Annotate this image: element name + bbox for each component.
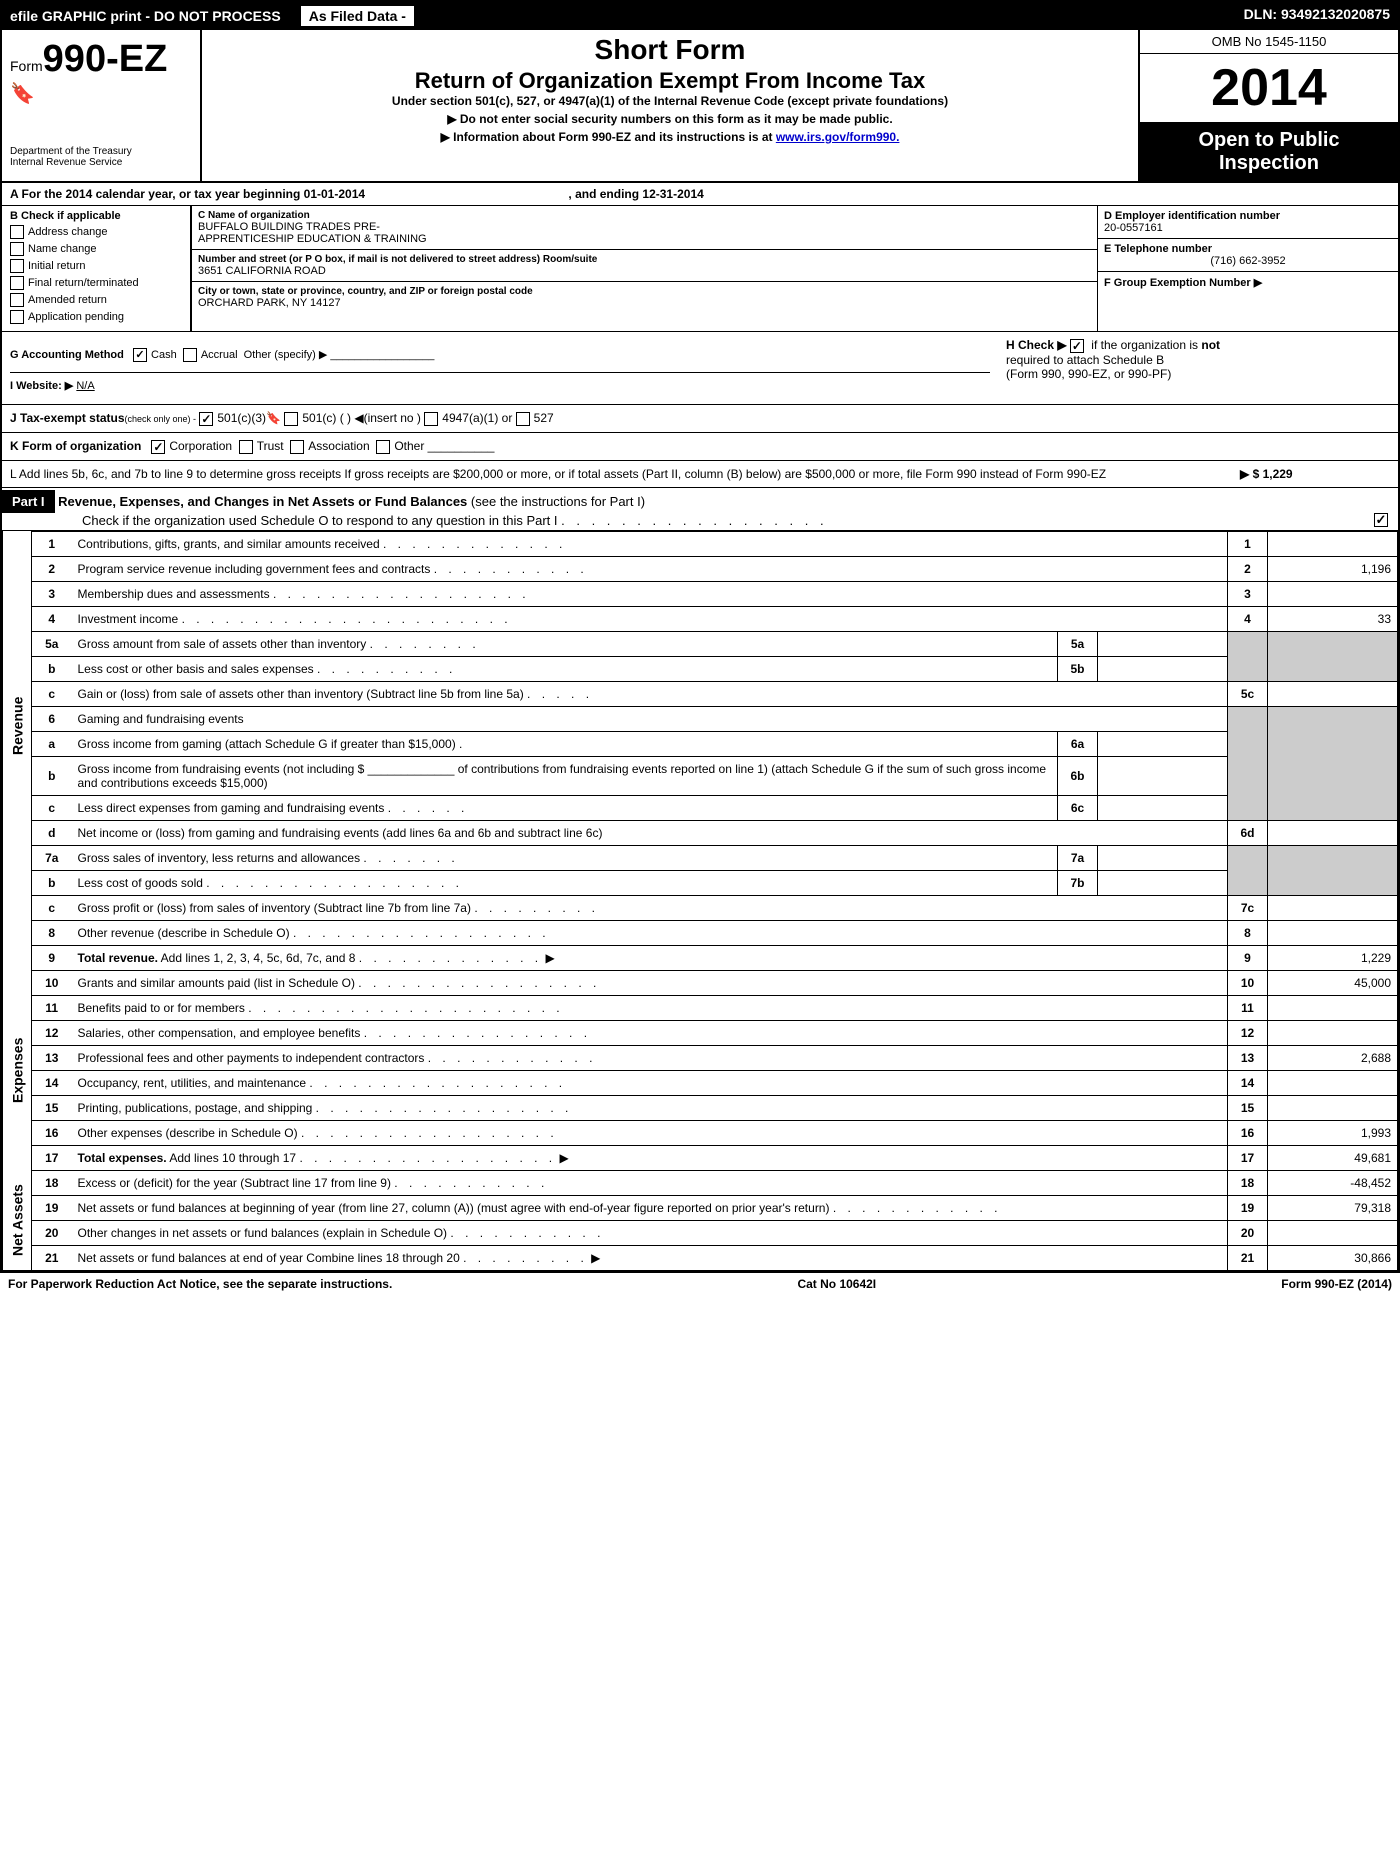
dln-number: DLN: 93492132020875 <box>1244 6 1390 26</box>
line-5c-value <box>1268 681 1398 706</box>
section-k: K Form of organization Corporation Trust… <box>2 433 1398 461</box>
header-section: Form990-EZ 🔖 Department of the Treasury … <box>2 30 1398 183</box>
tax-year: 2014 <box>1140 53 1398 123</box>
org-name-1: BUFFALO BUILDING TRADES PRE- <box>198 221 1091 233</box>
phone: (716) 662-3952 <box>1104 255 1392 267</box>
part1-header: Part I Revenue, Expenses, and Changes in… <box>2 488 1398 531</box>
checkbox-name-change[interactable] <box>10 242 24 256</box>
irs-label: Internal Revenue Service <box>10 157 192 168</box>
checkbox-assoc[interactable] <box>290 440 304 454</box>
checkbox-schedule-b[interactable] <box>1070 339 1084 353</box>
short-form-title: Short Form <box>222 34 1118 66</box>
website: N/A <box>76 380 94 392</box>
form-number: Form990-EZ <box>10 38 192 81</box>
dept-treasury: Department of the Treasury <box>10 146 192 157</box>
line-1-value <box>1268 531 1398 556</box>
checkbox-accrual[interactable] <box>183 348 197 362</box>
line-14-value <box>1268 1070 1398 1095</box>
org-street: 3651 CALIFORNIA ROAD <box>198 265 1091 277</box>
checkbox-cash[interactable] <box>133 348 147 362</box>
subtitle: Under section 501(c), 527, or 4947(a)(1)… <box>222 94 1118 108</box>
open-public: Open to Public Inspection <box>1140 123 1398 181</box>
group-exemption: F Group Exemption Number ▶ <box>1104 276 1392 289</box>
line-19-value: 79,318 <box>1268 1195 1398 1220</box>
netassets-label: Net Assets <box>3 1170 32 1270</box>
as-filed-box: As Filed Data - <box>301 6 414 26</box>
checkbox-527[interactable] <box>516 412 530 426</box>
checkbox-501c3[interactable] <box>199 412 213 426</box>
section-def: D Employer identification number 20-0557… <box>1098 206 1398 331</box>
checkbox-final-return[interactable] <box>10 276 24 290</box>
cat-no: Cat No 10642I <box>797 1277 876 1291</box>
gross-receipts: ▶ $ 1,229 <box>1240 467 1390 481</box>
line-17-value: 49,681 <box>1268 1145 1398 1170</box>
line-11-value <box>1268 995 1398 1020</box>
irs-link[interactable]: www.irs.gov/form990. <box>776 130 900 144</box>
line-2-value: 1,196 <box>1268 556 1398 581</box>
checkbox-4947[interactable] <box>424 412 438 426</box>
checkbox-address-change[interactable] <box>10 225 24 239</box>
revenue-label: Revenue <box>3 531 32 920</box>
ein: 20-0557161 <box>1104 222 1392 234</box>
expenses-label: Expenses <box>3 970 32 1170</box>
org-name-2: APPRENTICESHIP EDUCATION & TRAINING <box>198 233 1091 245</box>
paperwork-notice: For Paperwork Reduction Act Notice, see … <box>8 1277 392 1291</box>
section-c: C Name of organization BUFFALO BUILDING … <box>192 206 1098 331</box>
return-title: Return of Organization Exempt From Incom… <box>222 68 1118 94</box>
checkbox-schedule-o[interactable] <box>1374 513 1388 527</box>
line-3-value <box>1268 581 1398 606</box>
form-ref: Form 990-EZ (2014) <box>1281 1277 1392 1291</box>
line-7c-value <box>1268 895 1398 920</box>
info-note: ▶ Information about Form 990-EZ and its … <box>222 130 1118 144</box>
ssn-note: ▶ Do not enter social security numbers o… <box>222 112 1118 126</box>
line-6d-value <box>1268 820 1398 845</box>
line-8-value <box>1268 920 1398 945</box>
checkbox-amended[interactable] <box>10 293 24 307</box>
omb-number: OMB No 1545-1150 <box>1140 30 1398 53</box>
line-16-value: 1,993 <box>1268 1120 1398 1145</box>
efile-notice: efile GRAPHIC print - DO NOT PROCESS <box>10 8 281 24</box>
checkbox-pending[interactable] <box>10 310 24 324</box>
section-j: J Tax-exempt status(check only one) - 50… <box>2 405 1398 433</box>
org-city: ORCHARD PARK, NY 14127 <box>198 297 1091 309</box>
line-9-value: 1,229 <box>1268 945 1398 970</box>
section-gh: G Accounting Method Cash Accrual Other (… <box>2 332 1398 405</box>
checkbox-trust[interactable] <box>239 440 253 454</box>
checkbox-other[interactable] <box>376 440 390 454</box>
checkbox-corp[interactable] <box>151 440 165 454</box>
section-l: L Add lines 5b, 6c, and 7b to line 9 to … <box>2 461 1398 488</box>
checkbox-501c[interactable] <box>284 412 298 426</box>
line-21-value: 30,866 <box>1268 1245 1398 1270</box>
org-info-grid: B Check if applicable Address change Nam… <box>2 206 1398 332</box>
line-13-value: 2,688 <box>1268 1045 1398 1070</box>
section-a: A For the 2014 calendar year, or tax yea… <box>2 183 1398 206</box>
lines-table: Revenue 1 Contributions, gifts, grants, … <box>2 531 1398 1271</box>
form-990ez-page: efile GRAPHIC print - DO NOT PROCESS As … <box>0 0 1400 1273</box>
line-15-value <box>1268 1095 1398 1120</box>
top-bar: efile GRAPHIC print - DO NOT PROCESS As … <box>2 2 1398 30</box>
footer: For Paperwork Reduction Act Notice, see … <box>0 1273 1400 1295</box>
line-18-value: -48,452 <box>1268 1170 1398 1195</box>
line-20-value <box>1268 1220 1398 1245</box>
line-10-value: 45,000 <box>1268 970 1398 995</box>
line-12-value <box>1268 1020 1398 1045</box>
line-4-value: 33 <box>1268 606 1398 631</box>
checkbox-initial-return[interactable] <box>10 259 24 273</box>
section-b: B Check if applicable Address change Nam… <box>2 206 192 331</box>
